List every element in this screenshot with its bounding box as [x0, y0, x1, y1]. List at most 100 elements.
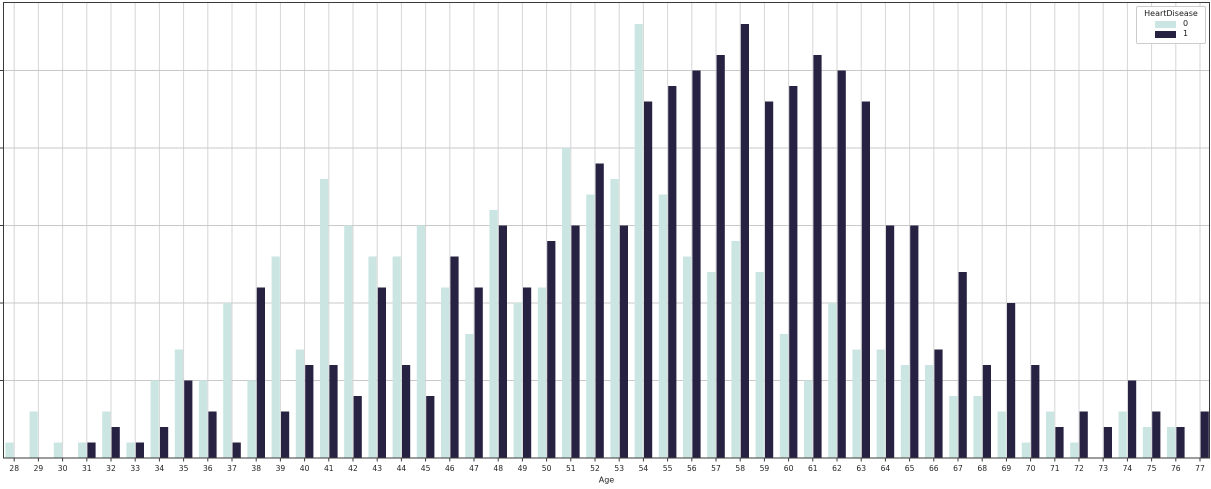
x-tick-label-59: 59: [760, 464, 770, 473]
bar-hd1-age-46: [450, 256, 459, 458]
bar-hd1-age-57: [716, 55, 725, 458]
bar-hd0-age-41: [320, 179, 329, 458]
bar-hd0-age-74: [1118, 411, 1127, 458]
bar-hd0-age-29: [29, 411, 38, 458]
x-tick-label-70: 70: [1026, 464, 1036, 473]
x-tick-label-60: 60: [784, 464, 794, 473]
x-tick-label-37: 37: [227, 464, 237, 473]
bar-hd1-age-68: [982, 365, 991, 458]
legend-swatch-1: [1155, 30, 1176, 38]
x-axis-label: Age: [599, 476, 615, 485]
bar-hd1-age-51: [571, 225, 580, 458]
bar-hd1-age-72: [1079, 411, 1088, 458]
x-tick-label-64: 64: [881, 464, 891, 473]
axes-frame: [3, 2, 1210, 459]
x-tick-label-76: 76: [1171, 464, 1181, 473]
bar-hd1-age-70: [1031, 365, 1040, 458]
bar-hd1-age-64: [886, 225, 895, 458]
x-tick-label-48: 48: [493, 464, 503, 473]
bar-hd1-age-43: [377, 287, 386, 458]
x-tick-label-69: 69: [1002, 464, 1012, 473]
bar-hd0-age-75: [1142, 427, 1151, 458]
bar-hd1-age-36: [208, 411, 217, 458]
bar-hd1-age-58: [740, 24, 749, 458]
bar-hd1-age-73: [1103, 427, 1112, 458]
x-tick-label-43: 43: [372, 464, 382, 473]
bar-hd1-age-35: [184, 380, 193, 458]
x-tick-label-49: 49: [518, 464, 528, 473]
bar-hd1-age-61: [813, 55, 822, 458]
x-tick-label-72: 72: [1074, 464, 1084, 473]
bar-hd1-age-55: [668, 86, 677, 458]
bar-hd0-age-32: [102, 411, 111, 458]
bar-hd0-age-53: [610, 179, 619, 458]
bar-hd0-age-51: [562, 148, 571, 458]
bar-hd1-age-39: [281, 411, 290, 458]
x-tick-label-33: 33: [130, 464, 140, 473]
x-tick-label-47: 47: [469, 464, 479, 473]
bar-hd0-age-45: [416, 225, 425, 458]
bar-hd0-age-50: [537, 287, 546, 458]
bar-hd0-age-71: [1046, 411, 1055, 458]
bar-hd0-age-46: [441, 287, 450, 458]
legend-item-0-label: 0: [1183, 19, 1189, 28]
bar-hd1-age-41: [329, 365, 338, 458]
bar-hd0-age-52: [586, 194, 595, 458]
bar-hd1-age-40: [305, 365, 314, 458]
bar-hd0-age-44: [392, 256, 401, 458]
bar-hd0-age-65: [900, 365, 909, 458]
x-tick-label-41: 41: [324, 464, 334, 473]
x-tick-label-38: 38: [251, 464, 261, 473]
x-tick-label-65: 65: [905, 464, 915, 473]
x-tick-label-45: 45: [421, 464, 431, 473]
legend-swatch-0: [1155, 20, 1176, 28]
bar-hd0-age-68: [973, 396, 982, 458]
x-tick-label-30: 30: [58, 464, 68, 473]
bar-hd1-age-76: [1176, 427, 1185, 458]
bar-hd0-age-47: [465, 334, 474, 458]
x-tick-label-77: 77: [1195, 464, 1205, 473]
bar-hd1-age-49: [523, 287, 532, 458]
bar-hd0-age-35: [174, 349, 183, 458]
legend-item-0: 0: [1155, 20, 1203, 28]
bar-hd1-age-47: [474, 287, 483, 458]
x-tick-label-36: 36: [203, 464, 213, 473]
bar-hd0-age-64: [876, 349, 885, 458]
bar-hd1-age-62: [837, 70, 846, 458]
x-tick-label-34: 34: [155, 464, 165, 473]
bar-hd0-age-67: [949, 396, 958, 458]
x-tick-label-40: 40: [300, 464, 310, 473]
legend-item-1: 1: [1155, 30, 1203, 38]
bar-hd0-age-34: [150, 380, 159, 458]
bar-hd0-age-66: [925, 365, 934, 458]
bar-hd0-age-37: [223, 303, 232, 458]
x-tick-label-74: 74: [1123, 464, 1133, 473]
bar-hd1-age-75: [1152, 411, 1161, 458]
bar-hd1-age-71: [1055, 427, 1064, 458]
bar-hd1-age-50: [547, 241, 556, 458]
x-tick-label-61: 61: [808, 464, 818, 473]
x-tick-label-35: 35: [179, 464, 189, 473]
bar-hd1-age-60: [789, 86, 798, 458]
bar-hd1-age-42: [353, 396, 362, 458]
bar-hd0-age-31: [78, 442, 87, 458]
bar-hd0-age-69: [997, 411, 1006, 458]
x-tick-label-73: 73: [1098, 464, 1108, 473]
x-tick-label-66: 66: [929, 464, 939, 473]
bar-hd1-age-37: [232, 442, 241, 458]
x-tick-label-58: 58: [735, 464, 745, 473]
bar-hd0-age-62: [828, 303, 837, 458]
legend: HeartDisease 0 1: [1136, 6, 1206, 44]
bar-hd0-age-55: [658, 194, 667, 458]
x-tick-label-62: 62: [832, 464, 842, 473]
bar-hd1-age-67: [958, 272, 967, 458]
bar-hd1-age-44: [402, 365, 411, 458]
bar-hd1-age-45: [426, 396, 435, 458]
bar-hd1-age-65: [910, 225, 919, 458]
x-tick-label-50: 50: [542, 464, 552, 473]
bar-hd0-age-48: [489, 210, 498, 458]
x-tick-label-32: 32: [106, 464, 116, 473]
bar-hd0-age-49: [513, 303, 522, 458]
x-tick-label-75: 75: [1147, 464, 1157, 473]
